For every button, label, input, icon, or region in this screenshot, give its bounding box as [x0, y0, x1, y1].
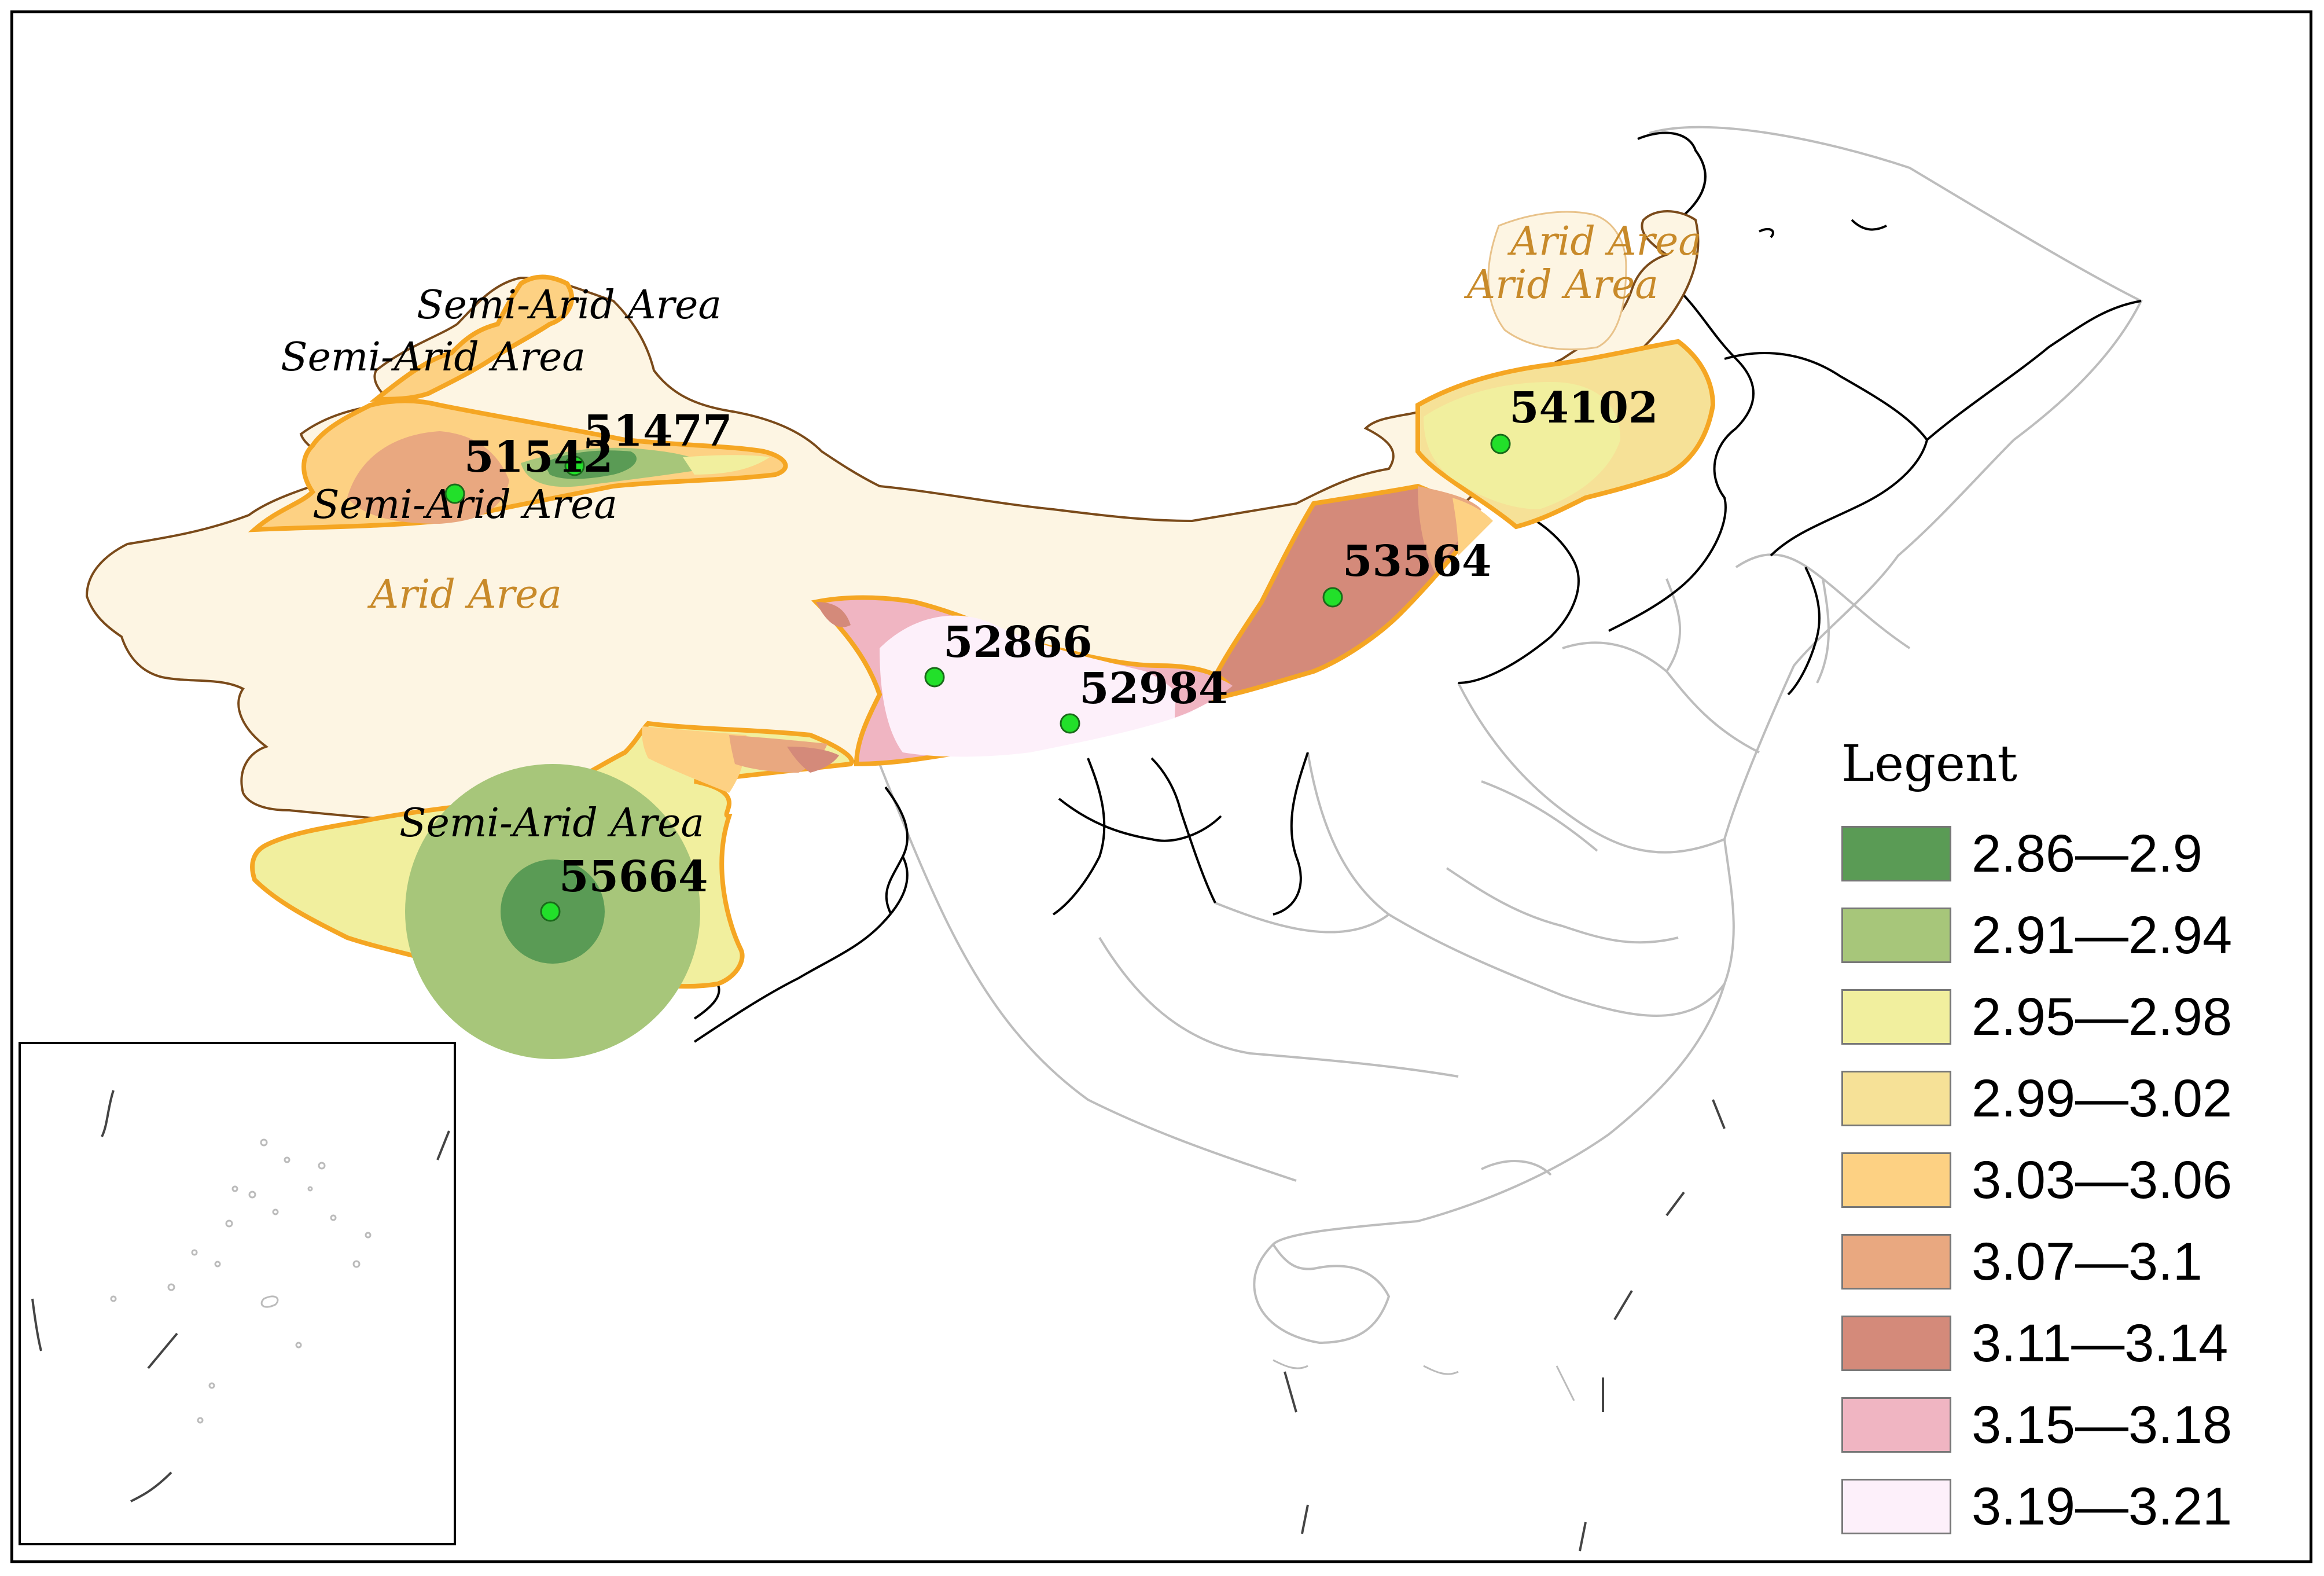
zone-label-arid-1: Arid Area: [367, 572, 562, 618]
station-label-54102: 54102: [1509, 383, 1658, 433]
station-marker-51542[interactable]: [444, 483, 465, 504]
station-label-53564: 53564: [1343, 537, 1491, 586]
zone-label-semi-arid-3: Semi-Arid Area: [312, 482, 617, 528]
legend-item: 2.86—2.9: [1841, 824, 2202, 883]
legend-item: 2.91—2.94: [1841, 905, 2233, 965]
station-label-52984: 52984: [1079, 664, 1228, 714]
station-marker-53564[interactable]: [1322, 587, 1343, 608]
station-label-52866: 52866: [943, 618, 1092, 667]
station-markers: [444, 434, 1511, 922]
zone-labels: Semi-Arid Area Semi-Arid Area Semi-Arid …: [281, 219, 1702, 846]
legend-label: 3.15—3.18: [1972, 1395, 2233, 1454]
legend-item: 2.95—2.98: [1841, 987, 2233, 1046]
semi-arid-zone-northwest: [248, 274, 788, 532]
legend-title: Legent: [1841, 735, 2017, 793]
inset-map: [31, 1090, 450, 1502]
arid-area-northeast-patch: [1487, 211, 1627, 351]
station-labels: 51542 51477 52866 52984 53564 54102 5566…: [464, 383, 1658, 902]
legend-label: 2.86—2.9: [1972, 824, 2202, 883]
station-marker-54102[interactable]: [1490, 434, 1511, 454]
south-china-sea-inset: [19, 1042, 456, 1545]
legend-swatch: [1841, 1152, 1951, 1208]
legend-label: 3.11—3.14: [1972, 1313, 2229, 1373]
arid-area-region: [85, 210, 1700, 824]
legend-label: 3.03—3.06: [1972, 1150, 2233, 1210]
station-label-51542: 51542: [464, 432, 613, 482]
semi-arid-zone-northeast: [1200, 339, 1716, 704]
legend-item: 3.19—3.21: [1841, 1476, 2233, 1536]
station-marker-52984[interactable]: [1060, 713, 1080, 734]
legend-item: 3.15—3.18: [1841, 1395, 2233, 1454]
legend-swatch: [1841, 1479, 1951, 1534]
zone-label-semi-arid-2: Semi-Arid Area: [281, 335, 586, 380]
semi-arid-zone-central: [811, 595, 1233, 767]
station-marker-55664[interactable]: [540, 901, 561, 922]
legend-item: 2.99—3.02: [1841, 1068, 2233, 1128]
province-boundaries-gray: [878, 126, 2143, 1344]
legend-label: 3.07—3.1: [1972, 1232, 2202, 1291]
zone-label-semi-arid-1: Semi-Arid Area: [417, 282, 722, 328]
legend-label: 2.91—2.94: [1972, 905, 2233, 965]
legend-item: 3.03—3.06: [1841, 1150, 2233, 1210]
south-sea-islands: [1273, 1359, 1575, 1401]
legend-swatch: [1841, 1234, 1951, 1290]
legend-label: 2.95—2.98: [1972, 987, 2233, 1046]
zone-label-semi-arid-4: Semi-Arid Area: [399, 800, 704, 846]
station-label-55664: 55664: [559, 852, 708, 902]
legend-item: 3.11—3.14: [1841, 1313, 2229, 1373]
coast-dashes: [1284, 1099, 1726, 1552]
legend-swatch: [1841, 989, 1951, 1045]
legend-swatch: [1841, 1316, 1951, 1371]
station-marker-52866[interactable]: [924, 667, 945, 688]
legend-swatch: [1841, 908, 1951, 963]
legend-label: 3.19—3.21: [1972, 1476, 2233, 1536]
zone-label-arid-3: Arid Area: [1463, 262, 1659, 308]
legend-swatch: [1841, 1397, 1951, 1453]
legend-label: 2.99—3.02: [1972, 1068, 2233, 1128]
legend-swatch: [1841, 1071, 1951, 1126]
legend-item: 3.07—3.1: [1841, 1232, 2202, 1291]
map-frame: [10, 10, 2312, 1563]
station-marker-51477[interactable]: [564, 455, 585, 476]
legend-swatch: [1841, 826, 1951, 881]
zone-label-arid-2: Arid Area: [1507, 219, 1702, 264]
station-label-51477: 51477: [583, 406, 732, 456]
